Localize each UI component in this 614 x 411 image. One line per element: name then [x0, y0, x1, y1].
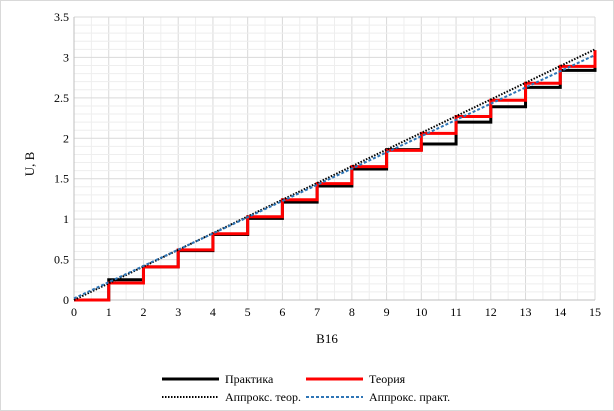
x-tick-label: 14: [554, 305, 566, 319]
legend-item: Аппрокс. практ.: [306, 390, 450, 404]
x-tick-label: 7: [314, 305, 320, 319]
x-tick-label: 12: [485, 305, 497, 319]
y-tick-label: 3.5: [54, 10, 69, 24]
legend-label: Аппрокс. практ.: [369, 390, 450, 404]
axes: [73, 17, 595, 301]
y-tick-label: 2.5: [54, 91, 69, 105]
legend-label: Практика: [225, 372, 274, 386]
x-axis-label: B16: [316, 331, 338, 346]
x-tick-label: 5: [245, 305, 251, 319]
grid: [73, 16, 596, 301]
legend-item: Практика: [162, 372, 274, 386]
y-axis-label: U, B: [22, 151, 37, 176]
series-line: [73, 54, 596, 300]
x-tick-label: 0: [71, 305, 77, 319]
x-tick-label: 4: [210, 305, 216, 319]
x-tick-label: 2: [140, 305, 146, 319]
series-line: [74, 50, 597, 302]
y-tick-label: 0: [63, 293, 69, 307]
y-tick-label: 1.5: [54, 172, 69, 186]
legend-label: Аппрокс. теор.: [225, 390, 301, 404]
y-tick-label: 1: [63, 212, 69, 226]
series-approx-practice: [73, 54, 596, 300]
legend-item: Аппрокс. теор.: [162, 390, 301, 404]
y-tick-label: 3: [63, 50, 69, 64]
x-tick-label: 8: [349, 305, 355, 319]
x-tick-label: 10: [415, 305, 427, 319]
x-tick-label: 11: [450, 305, 462, 319]
legend-label: Теория: [369, 372, 406, 386]
y-tick-label: 2: [63, 131, 69, 145]
y-tick-label: 0.5: [54, 253, 69, 267]
legend-item: Теория: [306, 372, 406, 386]
legend: Практика Теория Аппрокс. теор. Аппрокс. пра…: [162, 372, 450, 404]
series-layer: [73, 48, 597, 302]
x-tick-label: 6: [279, 305, 285, 319]
x-tick-label: 13: [520, 305, 532, 319]
x-tick-label: 9: [384, 305, 390, 319]
x-tick-label: 3: [175, 305, 181, 319]
x-tick-label: 15: [589, 305, 601, 319]
x-tick-label: 1: [106, 305, 112, 319]
series-theory: [74, 50, 597, 302]
